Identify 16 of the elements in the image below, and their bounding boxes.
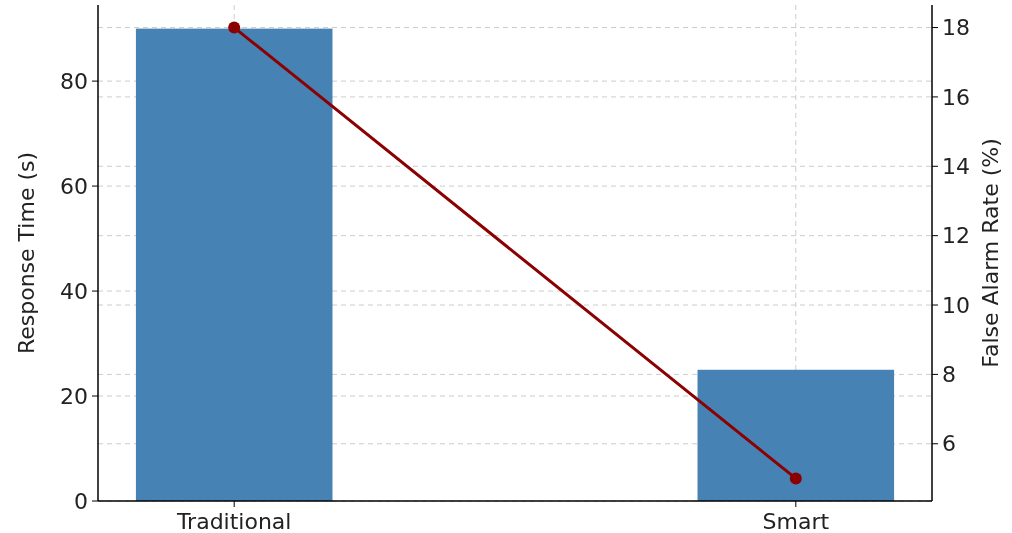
y2-tick-label: 6	[942, 431, 956, 457]
y2-tick-label: 16	[942, 84, 970, 110]
y2-tick-label: 8	[942, 362, 956, 388]
y-tick-label: 20	[60, 383, 88, 409]
y2-tick-label: 10	[942, 292, 970, 318]
y-tick-label: 80	[60, 68, 88, 94]
x-tick-label: Traditional	[175, 509, 292, 533]
y-tick-label: 40	[60, 278, 88, 304]
y2-tick-label: 14	[942, 153, 970, 179]
y-tick-label: 0	[74, 488, 88, 514]
x-tick-label: Smart	[762, 509, 830, 533]
y2-axis-title: False Alarm Rate (%)	[978, 138, 1003, 368]
y-tick-label: 60	[60, 173, 88, 199]
y2-tick-label: 18	[942, 15, 970, 41]
y2-tick-label: 12	[942, 223, 970, 249]
y-axis-title: Response Time (s)	[14, 151, 39, 355]
